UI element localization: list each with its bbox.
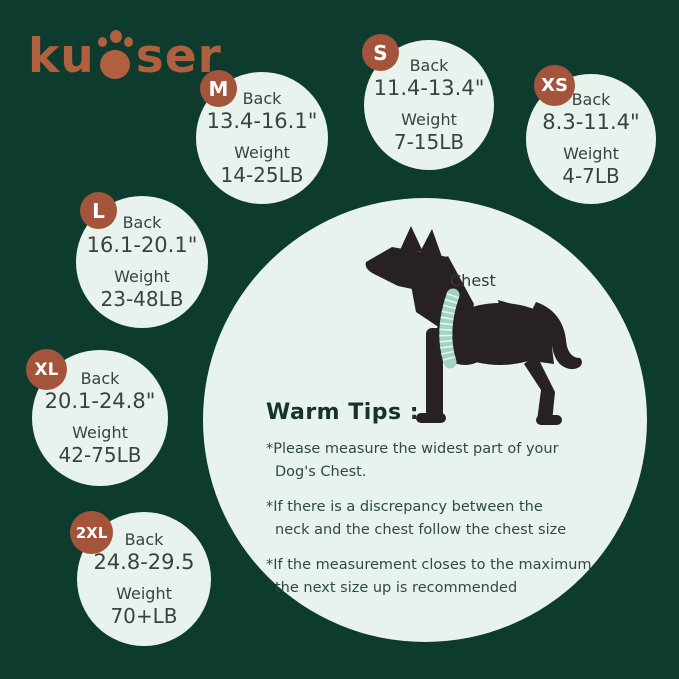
back-range: 20.1-24.8" [44,389,156,413]
back-range: 11.4-13.4" [373,76,485,100]
back-range: 16.1-20.1" [86,233,198,257]
chest-measuring-tape-marks [439,292,460,364]
back-label: Back [80,369,120,388]
back-range: 8.3-11.4" [542,110,640,134]
weight-range: 14-25LB [220,163,304,187]
weight-range: 7-15LB [393,130,465,154]
brand-logo: ku ser [28,22,222,80]
back-label: Back [124,530,164,549]
back-label: Back [122,213,162,232]
warm-tips-section: Warm Tips : *Please measure the widest p… [266,400,596,612]
dog-silhouette-illustration [365,226,582,425]
warm-tip-2-line-1: *If there is a discrepancy between the [266,499,543,515]
weight-label: Weight [72,423,128,442]
weight-label: Weight [234,143,290,162]
chest-label: Chest [450,271,496,290]
logo-text-ser: ser [135,29,222,84]
weight-range: 4-7LB [562,164,620,188]
size-circle-xs: Back 8.3-11.4" Weight 4-7LB [526,74,656,204]
dog-head [365,247,452,294]
weight-range: 23-48LB [100,287,184,311]
weight-range: 42-75LB [58,443,142,467]
size-badge-l: L [80,192,117,229]
back-range: 24.8-29.5 [93,550,195,574]
size-badge-xl: XL [26,349,67,390]
warm-tips-title: Warm Tips : [266,400,420,425]
weight-range: 70+LB [110,604,178,628]
warm-tip-2-line-2: neck and the chest follow the chest size [275,522,567,538]
back-label: Back [242,89,282,108]
warm-tip-3: *If the measurement closes to the maximu… [266,554,596,600]
size-circle-m: Back 13.4-16.1" Weight 14-25LB [196,72,328,204]
warm-tip-2: *If there is a discrepancy between the n… [266,496,596,542]
dog-ear [400,226,423,252]
back-label: Back [571,90,611,109]
paw-icon [97,30,134,80]
size-badge-m: M [200,70,237,107]
weight-label: Weight [563,144,619,163]
weight-label: Weight [401,110,457,129]
warm-tip-3-line-1: *If the measurement closes to the maximu… [266,557,592,573]
dog-ear [420,229,442,257]
size-badge-2xl: 2XL [70,511,113,554]
weight-label: Weight [114,267,170,286]
warm-tip-1: *Please measure the widest part of your … [266,438,596,484]
back-label: Back [409,56,449,75]
weight-label: Weight [116,584,172,603]
warm-tip-1-line-1: *Please measure the widest part of your [266,441,559,457]
warm-tip-1-line-2: Dog's Chest. [275,464,367,480]
size-badge-s: S [362,34,399,71]
warm-tip-3-line-2: the next size up is recommended [275,580,518,596]
back-range: 13.4-16.1" [206,109,318,133]
size-circle-l: Back 16.1-20.1" Weight 23-48LB [76,196,208,328]
logo-text-ku: ku [28,29,95,84]
size-badge-xs: XS [534,65,575,106]
